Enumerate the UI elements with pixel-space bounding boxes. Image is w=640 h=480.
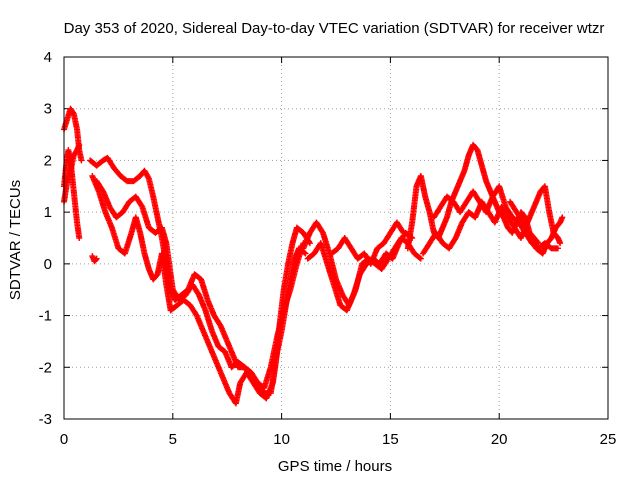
data-point: [138, 202, 145, 209]
data-point: [534, 239, 541, 246]
x-tick-labels: 0 5 10 15 20 25: [60, 431, 617, 448]
data-point: [416, 254, 423, 261]
data-point: [69, 109, 76, 116]
data-point: [417, 255, 424, 262]
data-point: [400, 229, 407, 236]
data-point: [78, 157, 85, 164]
y-tick-label: -2: [39, 359, 52, 376]
grid-lines: [64, 57, 608, 419]
data-points: [61, 105, 566, 407]
y-tick-label: 2: [44, 152, 52, 169]
series-track-n: [430, 183, 561, 252]
series-track-d: [89, 253, 100, 265]
x-axis-label: GPS time / hours: [278, 458, 392, 475]
data-point: [76, 141, 83, 148]
y-tick-labels: -3 -2 -1 0 1 2 3 4: [39, 49, 52, 428]
data-point: [93, 255, 100, 262]
data-point: [319, 228, 326, 235]
data-point: [92, 256, 99, 263]
data-point: [559, 214, 566, 221]
y-tick-label: 1: [44, 204, 52, 221]
y-tick-label: -1: [39, 308, 52, 325]
series-track-j: [328, 219, 407, 267]
data-point: [554, 245, 561, 252]
data-point: [76, 235, 83, 241]
chart-title: Day 353 of 2020, Sidereal Day-to-day VTE…: [64, 20, 605, 37]
data-point: [302, 250, 309, 257]
series-track-g: [93, 178, 307, 391]
series-track-f: [89, 172, 309, 407]
y-tick-label: -3: [39, 411, 52, 428]
data-point: [535, 240, 542, 247]
data-point: [399, 228, 406, 235]
x-tick-label: 20: [491, 431, 508, 448]
x-tick-label: 5: [169, 431, 177, 448]
x-tick-label: 15: [382, 431, 399, 448]
x-tick-label: 25: [600, 431, 617, 448]
series-track-a: [61, 105, 85, 164]
x-tick-label: 10: [273, 431, 290, 448]
series-track-i: [304, 229, 416, 314]
y-tick-label: 4: [44, 49, 52, 66]
y-axis-label: SDTVAR / TECUs: [7, 180, 24, 300]
y-tick-label: 3: [44, 101, 52, 118]
data-point: [557, 240, 564, 247]
y-tick-label: 0: [44, 256, 52, 273]
data-point: [145, 174, 152, 181]
plot-frame: [63, 56, 609, 420]
x-tick-label: 0: [60, 431, 68, 448]
